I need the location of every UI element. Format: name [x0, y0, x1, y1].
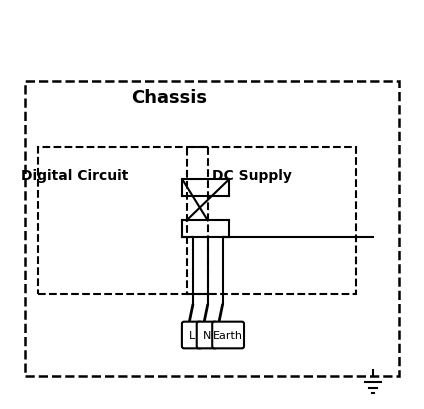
Text: DC Supply: DC Supply	[212, 169, 292, 183]
Text: Digital Circuit: Digital Circuit	[20, 169, 128, 183]
FancyBboxPatch shape	[182, 322, 202, 348]
Text: L: L	[189, 330, 195, 340]
Text: Earth: Earth	[213, 330, 243, 340]
Text: N: N	[203, 330, 211, 340]
FancyBboxPatch shape	[197, 322, 217, 348]
Text: Chassis: Chassis	[131, 88, 208, 106]
FancyBboxPatch shape	[212, 322, 244, 348]
